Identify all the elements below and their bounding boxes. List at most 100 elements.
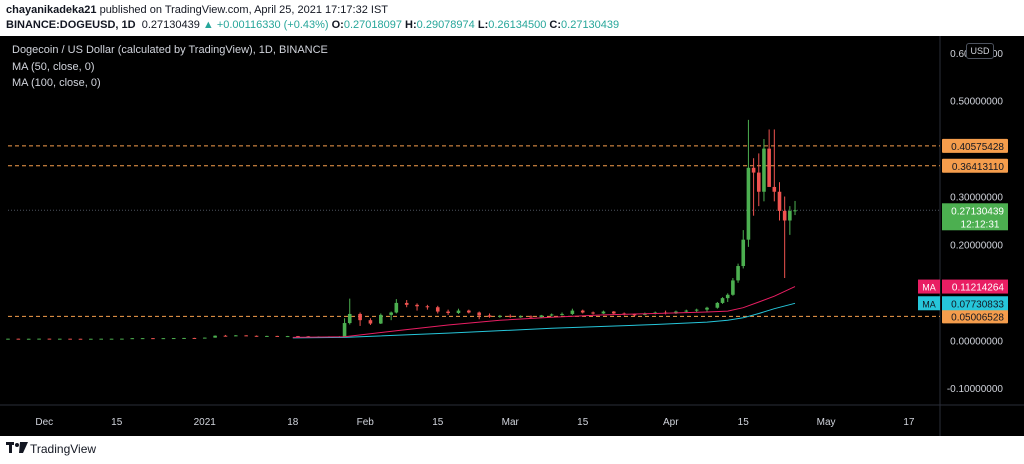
- candle-body: [78, 338, 83, 340]
- candle-body: [684, 310, 689, 312]
- candle-body: [467, 310, 471, 313]
- x-tick-label: 15: [111, 417, 123, 428]
- currency-button[interactable]: USD: [966, 43, 994, 59]
- candle-body: [47, 338, 52, 340]
- candle-body: [736, 266, 740, 281]
- candle-body: [741, 239, 746, 267]
- ohlc-row: BINANCE:DOGEUSD, 1D 0.27130439 ▲ +0.0011…: [6, 19, 619, 31]
- x-tick-label: 18: [287, 417, 299, 428]
- candle-body: [725, 294, 730, 299]
- candle-body: [120, 338, 124, 340]
- candle-body: [285, 336, 290, 338]
- candle-body: [694, 309, 699, 311]
- x-tick-label: Apr: [663, 417, 679, 428]
- tradingview-brand[interactable]: TradingView: [30, 442, 97, 456]
- candle-body: [358, 313, 362, 321]
- x-tick-label: Dec: [35, 417, 53, 428]
- candle-body: [254, 335, 259, 337]
- x-tick-label: 15: [738, 417, 750, 428]
- candle-body: [518, 316, 523, 318]
- candle-body: [234, 335, 238, 337]
- level-price-label-bg: [942, 158, 1008, 173]
- candle-body: [6, 338, 10, 340]
- candle-body: [487, 315, 492, 317]
- candle-body: [456, 310, 461, 313]
- published-text: published on TradingView.com, April 25, …: [96, 4, 389, 16]
- x-tick-label: Mar: [502, 417, 520, 428]
- ma-tag-bg: [918, 279, 940, 294]
- candle-body: [68, 338, 72, 340]
- candle-body: [89, 338, 93, 340]
- y-tick-label: 0.00000000: [950, 336, 1003, 347]
- y-tick-label: 0.50000000: [950, 97, 1003, 108]
- last-price: 0.27130439: [141, 19, 200, 31]
- price-change: ▲ +0.00116330 (+0.43%): [202, 19, 329, 31]
- author-name[interactable]: chayanikadeka21: [6, 4, 97, 16]
- open-label: O:: [331, 19, 344, 31]
- candle-body: [171, 338, 176, 340]
- high-label: H:: [405, 19, 417, 31]
- candle-body: [731, 280, 735, 295]
- bar-countdown: 12:12:31: [961, 219, 1000, 230]
- candle-body: [570, 310, 575, 314]
- candle-body: [99, 338, 103, 340]
- candle-body: [772, 186, 777, 192]
- candle-body: [425, 306, 430, 308]
- x-tick-label: 2021: [194, 417, 217, 428]
- candle-body: [762, 148, 766, 192]
- candle-body: [223, 335, 228, 337]
- candle-body: [213, 335, 217, 338]
- candle-body: [202, 337, 207, 339]
- ma-value-label: 0.07730833: [951, 299, 1004, 310]
- x-tick-label: 15: [432, 417, 444, 428]
- candle-body: [560, 313, 564, 315]
- candle-body: [720, 298, 725, 303]
- high-value: 0.29078974: [416, 19, 475, 31]
- candle-body: [192, 337, 197, 339]
- candle-body: [746, 167, 751, 240]
- candle-body: [161, 338, 166, 340]
- candle-body: [793, 210, 797, 212]
- candle-body: [404, 302, 409, 305]
- y-tick-label: 0.20000000: [950, 240, 1003, 251]
- candle-body: [140, 338, 145, 340]
- symbol-label: BINANCE:DOGEUSD, 1D: [6, 19, 136, 31]
- ma50-legend[interactable]: MA (50, close, 0): [12, 61, 95, 73]
- candle-body: [580, 310, 585, 313]
- level-price-label: 0.36413110: [952, 162, 1005, 173]
- candle-body: [244, 335, 248, 337]
- candle-body: [549, 314, 554, 316]
- publish-info: chayanikadeka21 published on TradingView…: [6, 4, 388, 16]
- candle-body: [182, 337, 186, 339]
- candle-body: [130, 338, 135, 340]
- candle-body: [394, 302, 399, 313]
- chart-area[interactable]: 0.600000000.500000000.300000000.20000000…: [0, 36, 1024, 436]
- candle-body: [368, 320, 373, 324]
- ma-value-label-bg: [942, 279, 1008, 294]
- candle-body: [751, 167, 756, 173]
- candle-body: [16, 338, 21, 340]
- candle-body: [498, 315, 502, 317]
- x-tick-label: May: [817, 417, 836, 428]
- candle-body: [415, 304, 419, 307]
- candle-body: [389, 312, 393, 315]
- close-value: 0.27130439: [561, 19, 620, 31]
- y-tick-label: 0.30000000: [950, 193, 1003, 204]
- ma-value-label-bg: [942, 296, 1008, 311]
- candle-body: [296, 336, 300, 338]
- candle-body: [715, 302, 720, 308]
- candle-body: [379, 314, 383, 324]
- candle-body: [109, 338, 114, 340]
- candle-body: [446, 311, 450, 313]
- y-tick-label: -0.10000000: [947, 384, 1004, 395]
- ma-tag-bg: [918, 296, 940, 311]
- candle-body: [57, 338, 62, 340]
- candle-body: [275, 335, 280, 337]
- candle-body: [777, 191, 782, 211]
- candle-body: [477, 312, 481, 316]
- ma100-legend[interactable]: MA (100, close, 0): [12, 77, 101, 89]
- chart-svg[interactable]: 0.600000000.500000000.300000000.20000000…: [0, 36, 1024, 436]
- chart-title: Dogecoin / US Dollar (calculated by Trad…: [12, 44, 328, 56]
- candle-body: [705, 307, 709, 310]
- tradingview-logo-icon[interactable]: [6, 441, 28, 455]
